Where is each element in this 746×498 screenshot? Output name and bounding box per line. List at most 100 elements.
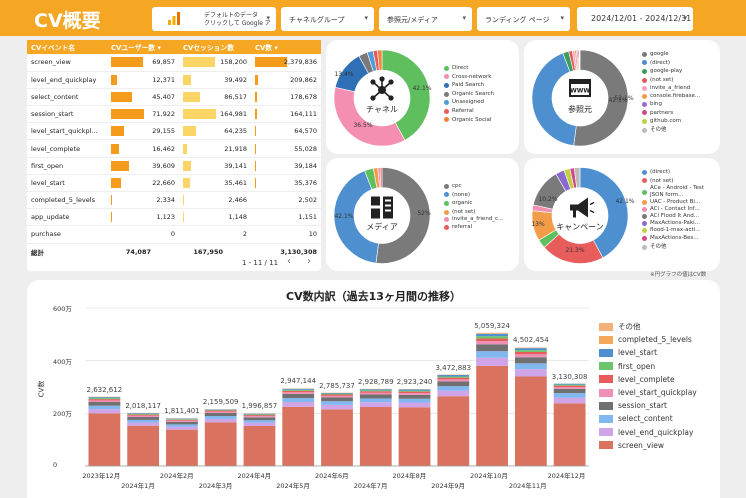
legend-item[interactable]: select_content	[599, 412, 697, 425]
bar-segment[interactable]	[88, 398, 121, 400]
legend-item[interactable]: UAC - Product Bi...	[642, 199, 710, 206]
bar-segment[interactable]	[321, 404, 353, 410]
table-row[interactable]: purchase 0 2 10	[27, 225, 321, 244]
table-row[interactable]: session_start 71,922 164,981 164,111	[27, 105, 321, 124]
bar-segment[interactable]	[476, 341, 508, 345]
legend-item[interactable]: referral	[444, 223, 512, 232]
table-row[interactable]: screen_view 69,857 158,200 2,379,836	[27, 54, 321, 72]
bar-segment[interactable]	[127, 413, 160, 415]
bar-segment[interactable]	[243, 425, 276, 466]
legend-item[interactable]: Direct	[444, 64, 494, 73]
legend-item[interactable]: google-play	[642, 67, 710, 76]
bar-segment[interactable]	[437, 386, 470, 391]
bar-segment[interactable]	[204, 416, 237, 419]
channel-filter[interactable]: チャネルグループ ▾	[281, 7, 374, 31]
bar-segment[interactable]	[398, 407, 431, 466]
bar-segment[interactable]	[282, 392, 315, 394]
legend-item[interactable]: github.com	[642, 117, 710, 126]
bar-segment[interactable]	[553, 397, 586, 404]
legend-item[interactable]: level_end_quickplay	[599, 426, 697, 439]
bar-segment[interactable]	[476, 357, 508, 366]
legend-item[interactable]: Referral	[444, 107, 494, 116]
legend-item[interactable]: Unassigned	[444, 98, 494, 107]
bar-segment[interactable]	[398, 398, 431, 403]
bar-segment[interactable]	[359, 391, 392, 393]
bar-segment[interactable]	[476, 344, 508, 352]
referrer-filter[interactable]: 参照元/メディア ▾	[379, 7, 472, 31]
legend-item[interactable]: ACe - Android - Test JSON form...	[642, 185, 710, 199]
bar-segment[interactable]	[398, 393, 431, 395]
bar-segment[interactable]	[282, 393, 315, 399]
next-page-button[interactable]: ›	[307, 256, 311, 267]
bar-segment[interactable]	[127, 419, 160, 423]
legend-item[interactable]: invite_a_friend_c...	[444, 216, 512, 223]
bar-segment[interactable]	[127, 415, 160, 418]
table-row[interactable]: app_update 1,123 1,148 1,151	[27, 208, 321, 227]
bar-segment[interactable]	[204, 410, 237, 412]
bar-segment[interactable]	[514, 350, 547, 352]
bar-segment[interactable]	[553, 383, 586, 385]
bar-segment[interactable]	[321, 401, 353, 405]
legend-item[interactable]: console.firebase...	[642, 93, 710, 100]
bar-segment[interactable]	[243, 416, 276, 418]
bar-segment[interactable]	[243, 417, 276, 421]
bar-segment[interactable]	[398, 402, 431, 408]
table-row[interactable]: completed_5_levels 2,334 2,466 2,502	[27, 191, 321, 210]
bar-segment[interactable]	[243, 414, 276, 416]
column-header-event[interactable]: CVイベント名	[27, 40, 107, 54]
bar-segment[interactable]	[514, 363, 547, 370]
legend-item[interactable]: level_start_quickplay	[599, 386, 697, 399]
bar-segment[interactable]	[166, 419, 198, 421]
legend-item[interactable]: google	[642, 50, 710, 59]
bar-segment[interactable]	[282, 390, 315, 393]
legend-item[interactable]: bing	[642, 100, 710, 109]
date-range-picker[interactable]: 2024/12/01 - 2024/12/31 ▾	[577, 7, 693, 31]
bar-segment[interactable]	[553, 387, 586, 389]
column-header-users[interactable]: CVユーザー数 ▾	[107, 40, 179, 54]
bar-segment[interactable]	[204, 422, 237, 466]
landing-page-filter[interactable]: ランディング ページ ▾	[477, 7, 570, 31]
legend-item[interactable]: level_complete	[599, 373, 697, 386]
bar-segment[interactable]	[553, 393, 586, 398]
bar-segment[interactable]	[553, 384, 586, 386]
bar-segment[interactable]	[127, 414, 160, 416]
legend-item[interactable]: level_start	[599, 346, 697, 359]
bar-segment[interactable]	[437, 377, 470, 380]
bar-segment[interactable]	[476, 333, 508, 334]
bar-segment[interactable]	[88, 400, 121, 403]
bar-segment[interactable]	[321, 392, 353, 394]
bar-segment[interactable]	[359, 402, 392, 408]
bar-segment[interactable]	[476, 365, 508, 466]
table-row[interactable]: level_start_quickpl... 29,155 64,235 64,570	[27, 122, 321, 141]
legend-item[interactable]: (none)	[444, 191, 512, 200]
bar-segment[interactable]	[514, 376, 547, 466]
legend-item[interactable]: first_open	[599, 360, 697, 373]
bar-segment[interactable]	[476, 338, 508, 342]
bar-segment[interactable]	[166, 418, 198, 420]
bar-segment[interactable]	[166, 421, 198, 425]
legend-item[interactable]: その他	[642, 243, 710, 252]
table-row[interactable]: first_open 39,609 39,141 39,184	[27, 157, 321, 175]
bar-segment[interactable]	[398, 390, 431, 392]
bar-segment[interactable]	[166, 426, 198, 430]
bar-segment[interactable]	[476, 351, 508, 358]
legend-item[interactable]: Cross-network	[444, 73, 494, 82]
bar-segment[interactable]	[243, 420, 276, 423]
bar-segment[interactable]	[88, 399, 121, 401]
bar-segment[interactable]	[166, 419, 198, 420]
legend-item[interactable]: Paid Search	[444, 81, 494, 90]
bar-segment[interactable]	[88, 413, 121, 466]
bar-segment[interactable]	[204, 418, 237, 423]
bar-segment[interactable]	[359, 392, 392, 395]
bar-segment[interactable]	[321, 395, 353, 398]
legend-item[interactable]: その他	[642, 126, 710, 135]
table-row[interactable]: level_complete 16,462 21,918 55,028	[27, 139, 321, 158]
donut-slice[interactable]	[579, 49, 581, 71]
legend-item[interactable]: screen_view	[599, 439, 697, 452]
legend-item[interactable]: (not set)	[444, 208, 512, 217]
bar-segment[interactable]	[437, 396, 470, 466]
table-row[interactable]: level_start 22,660 35,461 35,376	[27, 174, 321, 193]
legend-item[interactable]: (not set)	[642, 76, 710, 85]
bar-segment[interactable]	[204, 409, 237, 411]
bar-segment[interactable]	[166, 420, 198, 422]
